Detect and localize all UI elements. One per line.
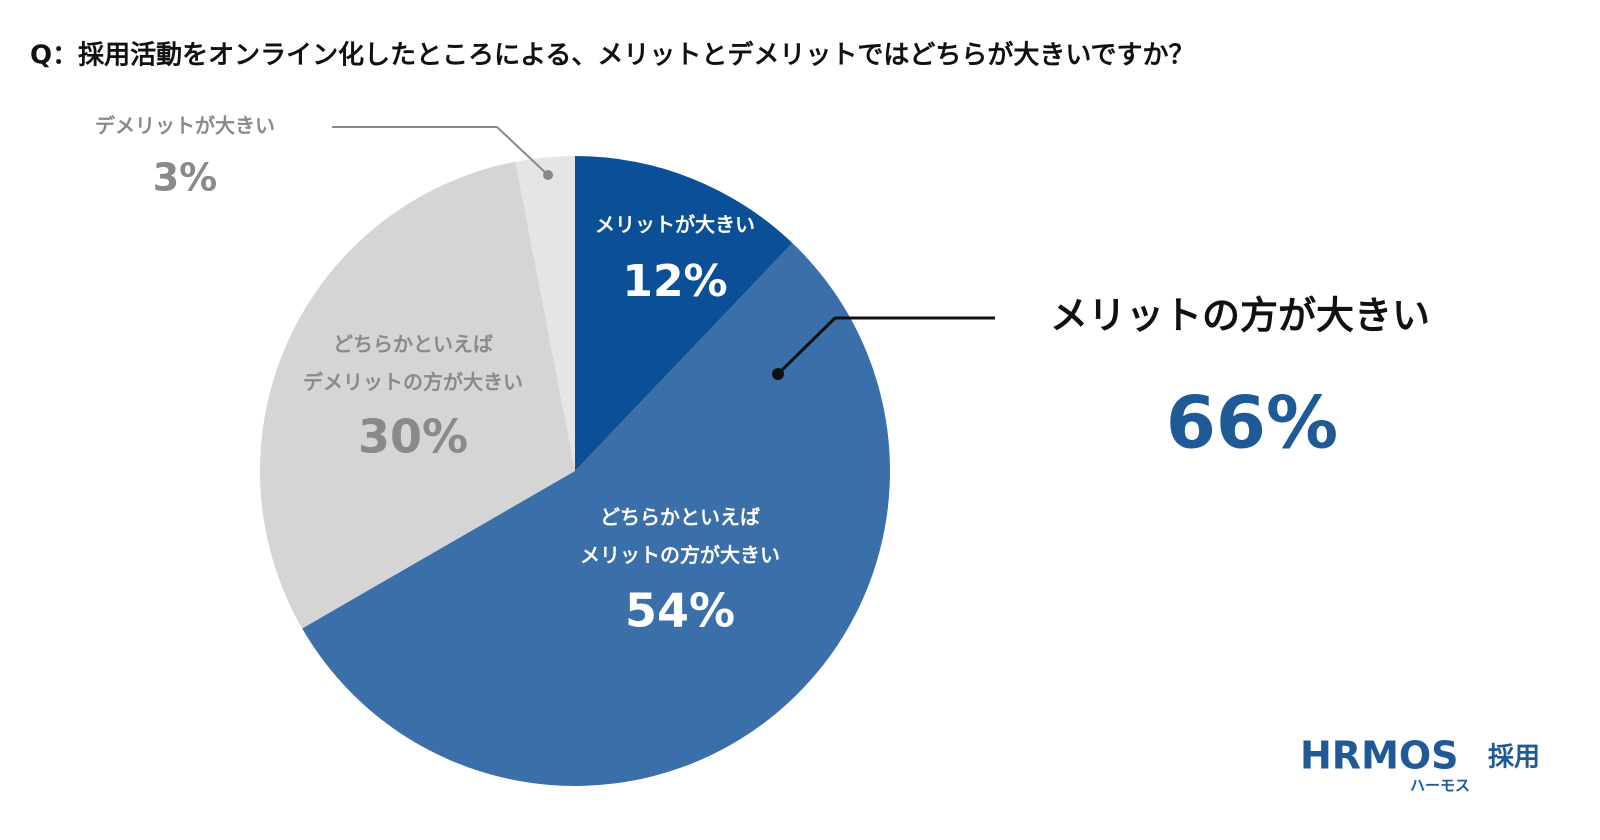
pie-slice [260, 161, 575, 629]
logo-suffix: 採用 [1488, 743, 1540, 773]
slice-value-label: 12% [622, 256, 727, 307]
annotation-line [776, 316, 995, 376]
leader-dot [543, 170, 553, 180]
slice-value-label: 54% [625, 584, 735, 638]
logo-kana: ハーモス [1410, 777, 1470, 795]
pie-slice [575, 156, 793, 471]
annotation-text: メリットの方が大きい [1050, 294, 1430, 338]
slice-value-label: 30% [358, 410, 468, 464]
slice-label: どちらかといえばメリットの方が大きい [580, 505, 780, 567]
leader-line [332, 126, 549, 176]
annotation-value: 66% [1166, 381, 1338, 465]
logo-name: HRMOS [1300, 734, 1459, 778]
chart-title: Q：採用活動をオンライン化したところによる、メリットとデメリットではどちらが大き… [30, 40, 1195, 71]
pie-slice [302, 243, 891, 787]
annotation-dot [772, 368, 784, 380]
slice-label: どちらかといえばデメリットの方が大きい [303, 332, 523, 394]
slice-value-label: 3% [153, 156, 218, 200]
slice-label: メリットが大きい [595, 213, 755, 237]
pie-slice [515, 156, 575, 471]
slice-label: デメリットが大きい [95, 114, 275, 138]
